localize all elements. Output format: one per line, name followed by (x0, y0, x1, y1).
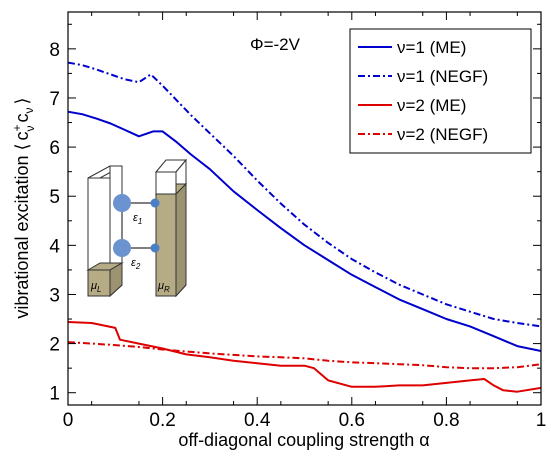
legend-label: ν=2 (ME) (397, 96, 466, 115)
dot-level-1 (113, 194, 131, 212)
series-line-4 (68, 341, 541, 370)
eps1-label: ε1 (133, 212, 142, 226)
x-tick-label: 0.4 (244, 410, 271, 431)
series-layer (68, 61, 541, 393)
y-tick-label: 3 (49, 285, 60, 306)
x-axis-label: off-diagonal coupling strength α (178, 430, 429, 450)
left-lead: μL (86, 165, 124, 298)
y-tick-label: 2 (49, 335, 60, 356)
x-tick-label: 0.2 (149, 410, 175, 431)
lead-site-1 (150, 198, 160, 208)
y-tick-label: 1 (49, 384, 60, 405)
y-tick-label: 7 (49, 89, 60, 110)
right-lead: μR (154, 158, 188, 298)
x-tick-label: 0.8 (433, 410, 459, 431)
lead-site-2 (150, 243, 160, 253)
legend-item-1-me: ν=1 (ME) (358, 38, 466, 57)
tick-layer: 0 0.2 0.4 0.6 0.8 1 1 2 3 4 5 6 7 8 (49, 12, 546, 431)
legend-label: ν=2 (NEGF) (397, 125, 488, 144)
y-tick-label: 4 (49, 236, 60, 257)
legend: ν=1 (ME) ν=1 (NEGF) ν=2 (ME) ν=2 (NEGF) (349, 28, 532, 154)
x-tick-label: 1 (536, 410, 547, 431)
legend-label: ν=1 (NEGF) (397, 67, 488, 86)
mu-right-label: μR (157, 280, 170, 294)
series-line-3 (68, 321, 541, 393)
eps2-label: ε2 (131, 257, 141, 271)
y-tick-label: 8 (49, 40, 60, 61)
inset-schematic: μL μR ε1 ε2 (86, 158, 188, 298)
legend-item-2-me: ν=2 (ME) (358, 96, 466, 115)
bias-annotation: Φ=-2V (250, 35, 301, 54)
legend-item-1-negf: ν=1 (NEGF) (358, 67, 488, 86)
x-tick-label: 0 (63, 410, 74, 431)
plot-frame (67, 11, 542, 406)
series-line-1 (68, 110, 541, 352)
series-line-2 (68, 61, 541, 328)
y-tick-label: 6 (49, 138, 60, 159)
y-tick-label: 5 (49, 187, 60, 208)
x-tick-label: 0.6 (339, 410, 365, 431)
legend-items: ν=1 (ME) ν=1 (NEGF) ν=2 (ME) ν=2 (NEGF) (358, 38, 488, 144)
legend-box (349, 28, 532, 154)
legend-label: ν=1 (ME) (397, 38, 466, 57)
dot-level-2 (113, 239, 131, 257)
legend-item-2-negf: ν=2 (NEGF) (358, 125, 488, 144)
mu-left-label: μL (90, 280, 101, 294)
y-axis-label: vibrational excitation ⟨c+νcν⟩ (10, 97, 37, 318)
